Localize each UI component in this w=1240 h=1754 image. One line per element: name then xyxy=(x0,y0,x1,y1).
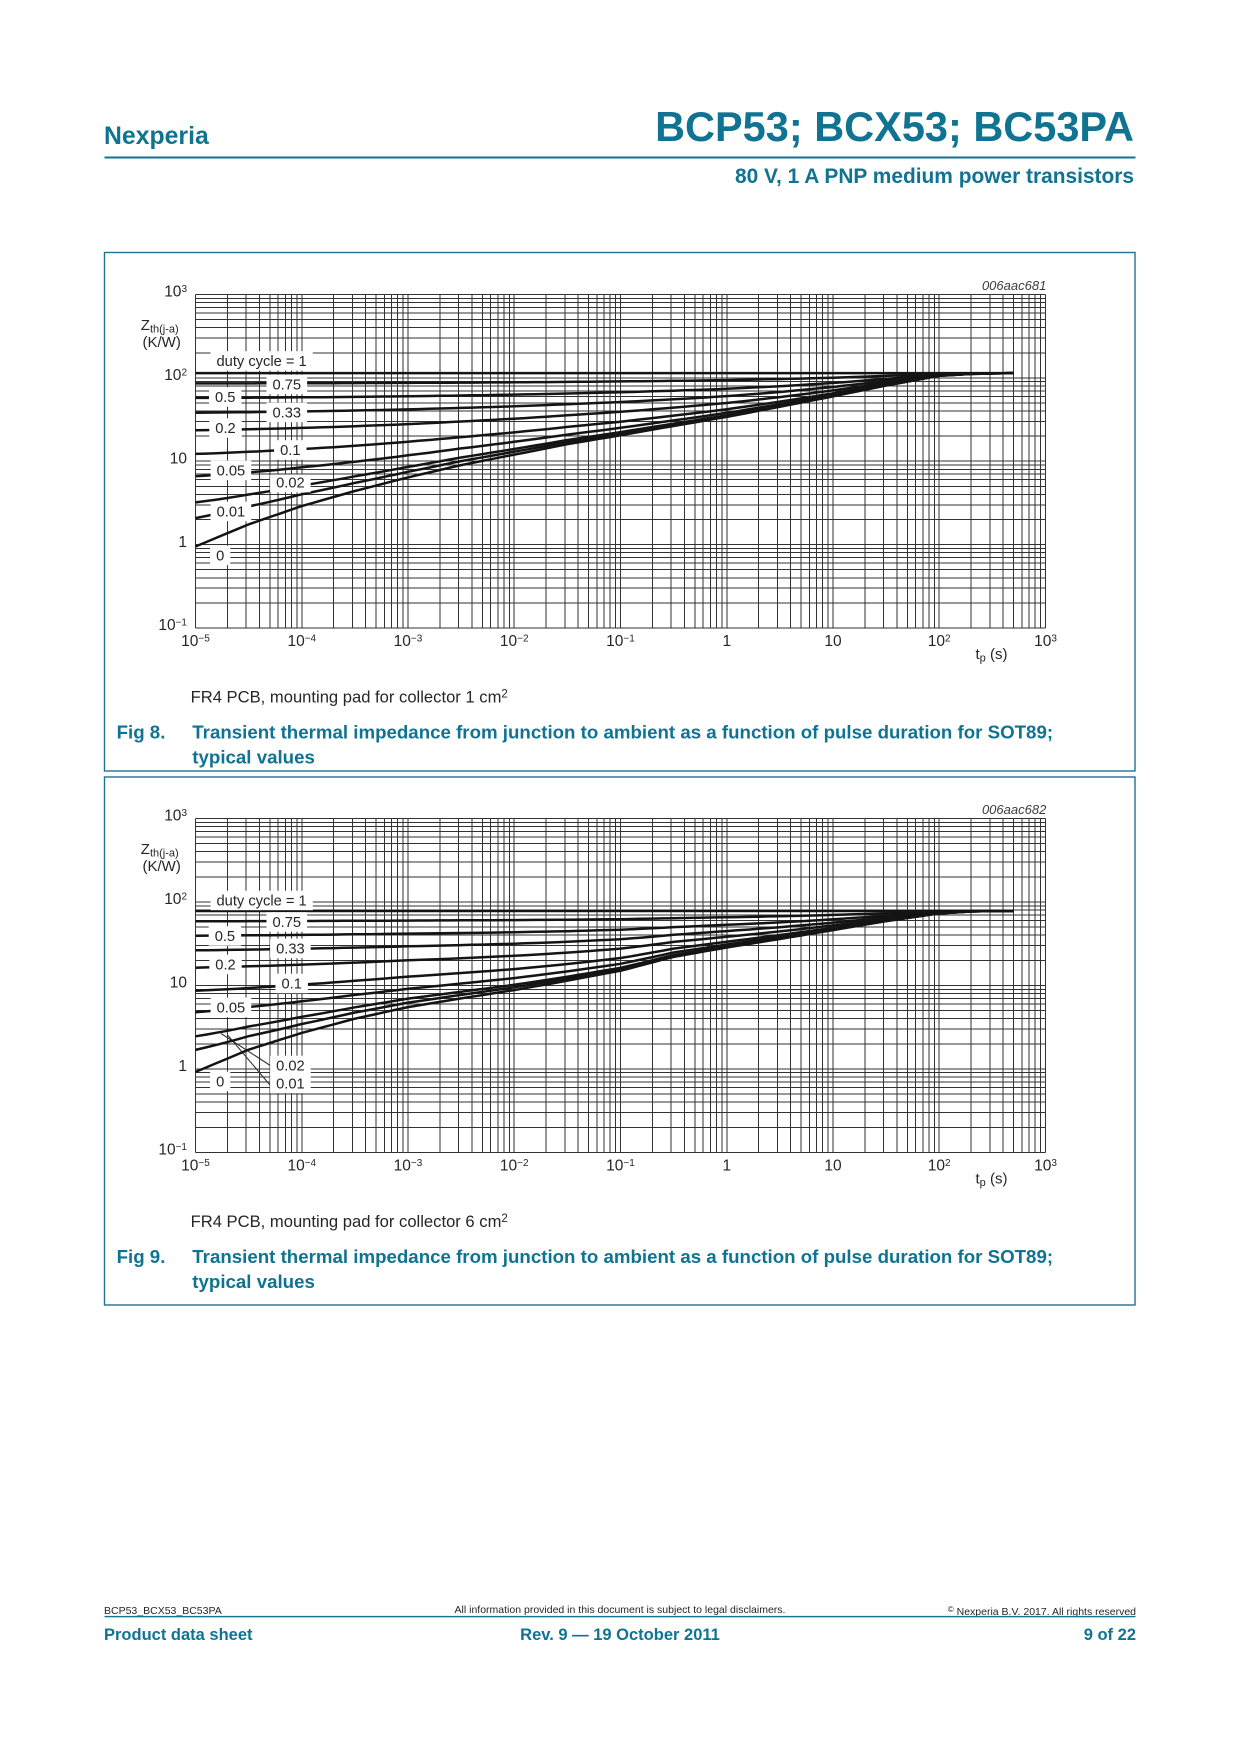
svg-text:0.1: 0.1 xyxy=(280,443,300,459)
svg-text:80 V, 1 A PNP medium power tra: 80 V, 1 A PNP medium power transistors xyxy=(735,165,1134,188)
svg-text:0.75: 0.75 xyxy=(273,915,302,931)
svg-text:All information provided in th: All information provided in this documen… xyxy=(455,1604,786,1616)
svg-text:(K/W): (K/W) xyxy=(143,858,181,875)
svg-text:0.5: 0.5 xyxy=(215,929,235,945)
svg-text:Product data sheet: Product data sheet xyxy=(104,1626,253,1644)
svg-text:0.01: 0.01 xyxy=(217,505,246,521)
svg-text:Nexperia: Nexperia xyxy=(104,123,209,150)
svg-text:FR4 PCB, mounting pad for coll: FR4 PCB, mounting pad for collector 1 cm… xyxy=(191,688,508,707)
svg-text:© Nexperia B.V. 2017. All righ: © Nexperia B.V. 2017. All rights reserve… xyxy=(948,1605,1136,1618)
svg-text:duty cycle = 1: duty cycle = 1 xyxy=(217,894,307,910)
svg-text:10: 10 xyxy=(824,1158,842,1175)
svg-text:0.2: 0.2 xyxy=(215,421,235,437)
svg-text:0.5: 0.5 xyxy=(215,390,235,406)
svg-text:0.33: 0.33 xyxy=(273,406,302,422)
svg-text:1: 1 xyxy=(722,633,731,650)
svg-text:006aac682: 006aac682 xyxy=(982,802,1047,817)
svg-text:duty cycle = 1: duty cycle = 1 xyxy=(217,354,307,370)
svg-text:1: 1 xyxy=(178,1058,187,1075)
svg-text:typical values: typical values xyxy=(192,747,315,768)
svg-text:0.75: 0.75 xyxy=(273,378,302,394)
svg-text:Transient thermal impedance fr: Transient thermal impedance from junctio… xyxy=(192,1246,1053,1267)
svg-text:0.2: 0.2 xyxy=(215,958,235,974)
svg-text:0.01: 0.01 xyxy=(276,1077,305,1093)
svg-text:0.02: 0.02 xyxy=(276,1059,305,1075)
svg-text:FR4 PCB, mounting pad for coll: FR4 PCB, mounting pad for collector 6 cm… xyxy=(191,1212,508,1231)
svg-text:(K/W): (K/W) xyxy=(143,334,181,351)
svg-text:Transient thermal impedance fr: Transient thermal impedance from junctio… xyxy=(192,722,1053,743)
svg-text:0: 0 xyxy=(216,1075,224,1091)
svg-text:0.05: 0.05 xyxy=(217,1000,246,1016)
svg-text:0.1: 0.1 xyxy=(282,977,302,993)
svg-text:BCP53; BCX53; BC53PA: BCP53; BCX53; BC53PA xyxy=(655,103,1134,150)
svg-text:10: 10 xyxy=(824,633,842,650)
svg-text:Rev. 9 — 19 October 2011: Rev. 9 — 19 October 2011 xyxy=(520,1626,720,1644)
svg-text:0: 0 xyxy=(216,549,224,565)
svg-text:10: 10 xyxy=(170,450,188,467)
svg-text:10: 10 xyxy=(170,975,188,992)
svg-text:9 of 22: 9 of 22 xyxy=(1084,1626,1136,1644)
svg-text:0.02: 0.02 xyxy=(276,476,305,492)
svg-text:typical values: typical values xyxy=(192,1271,315,1292)
svg-text:BCP53_BCX53_BC53PA: BCP53_BCX53_BC53PA xyxy=(104,1605,222,1617)
svg-text:1: 1 xyxy=(178,534,187,551)
svg-text:006aac681: 006aac681 xyxy=(982,278,1046,293)
svg-text:1: 1 xyxy=(722,1158,731,1175)
svg-text:Fig 8.: Fig 8. xyxy=(117,722,166,743)
svg-text:0.05: 0.05 xyxy=(217,463,246,479)
svg-text:0.33: 0.33 xyxy=(276,942,305,958)
svg-text:Fig 9.: Fig 9. xyxy=(117,1246,166,1267)
